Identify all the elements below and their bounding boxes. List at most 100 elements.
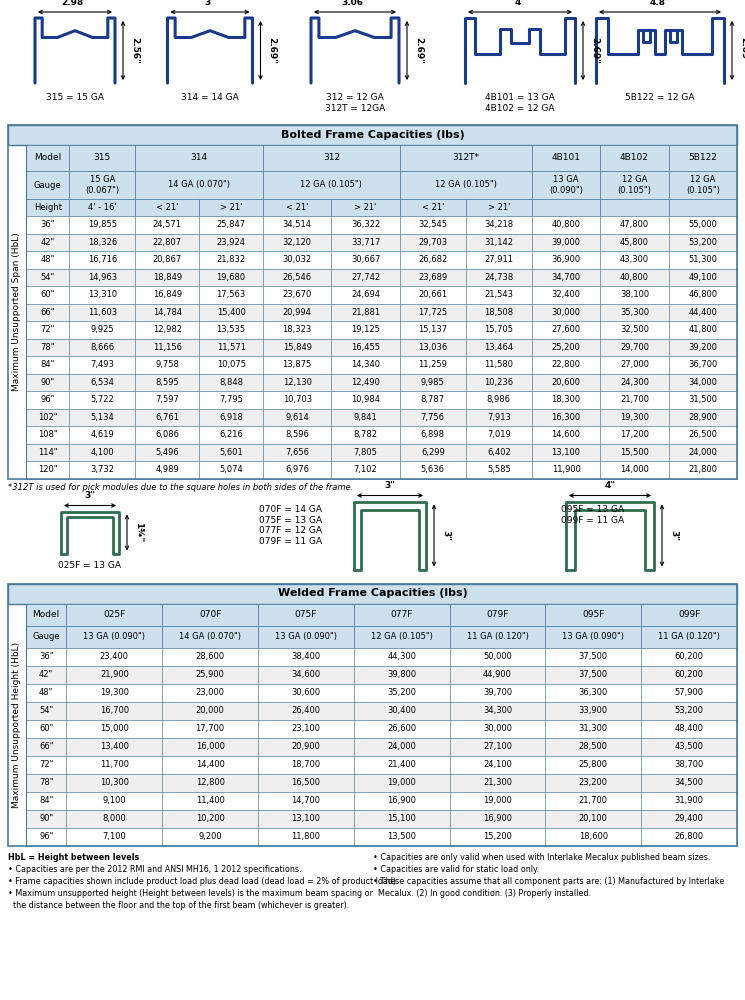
Text: 84": 84" <box>40 360 55 369</box>
Bar <box>545 720 641 738</box>
Text: 13,100: 13,100 <box>551 448 580 457</box>
Text: 34,700: 34,700 <box>551 273 580 282</box>
Bar <box>600 304 668 321</box>
Text: 29,703: 29,703 <box>418 238 447 247</box>
Text: 31,900: 31,900 <box>675 796 703 805</box>
Bar <box>354 810 450 828</box>
Bar <box>545 626 641 648</box>
Text: 14 GA (0.070"): 14 GA (0.070") <box>168 180 230 190</box>
Bar <box>532 199 600 216</box>
Text: 7,756: 7,756 <box>421 413 445 422</box>
Bar <box>199 233 263 251</box>
Text: 27,911: 27,911 <box>484 255 513 264</box>
Bar <box>450 810 545 828</box>
Bar <box>136 321 199 338</box>
Bar <box>332 373 400 391</box>
Text: 15,000: 15,000 <box>100 724 129 733</box>
Text: 21,832: 21,832 <box>217 255 246 264</box>
Text: 10,300: 10,300 <box>100 778 129 787</box>
Text: 7,795: 7,795 <box>219 395 243 404</box>
Bar <box>600 373 668 391</box>
Bar <box>641 684 737 702</box>
Text: 37,500: 37,500 <box>579 670 608 679</box>
Bar <box>545 666 641 684</box>
Text: 44,400: 44,400 <box>688 308 717 317</box>
Text: 11,259: 11,259 <box>419 360 447 369</box>
Text: 077F: 077F <box>390 610 413 619</box>
Bar <box>466 391 532 408</box>
Text: 30,600: 30,600 <box>291 688 320 697</box>
Text: 15,400: 15,400 <box>217 308 246 317</box>
Bar <box>400 286 466 304</box>
Text: 12 GA (0.105"): 12 GA (0.105") <box>300 180 362 190</box>
Text: 9,100: 9,100 <box>103 796 126 805</box>
Bar <box>600 408 668 426</box>
Text: 53,200: 53,200 <box>675 706 703 715</box>
Text: Mecalux. (2) In good condition. (3) Properly installed.: Mecalux. (2) In good condition. (3) Prop… <box>373 888 591 898</box>
Bar <box>199 338 263 356</box>
Text: 15,500: 15,500 <box>620 448 649 457</box>
Bar <box>136 461 199 479</box>
Text: 2.69": 2.69" <box>267 37 276 64</box>
Text: 24,738: 24,738 <box>484 273 513 282</box>
Text: 35,300: 35,300 <box>620 308 649 317</box>
Bar <box>600 426 668 444</box>
Text: 10,703: 10,703 <box>282 395 311 404</box>
Bar <box>668 233 737 251</box>
Text: 34,500: 34,500 <box>675 778 703 787</box>
Bar <box>400 216 466 233</box>
Text: 72": 72" <box>40 325 55 334</box>
Bar <box>532 233 600 251</box>
Text: 7,656: 7,656 <box>285 448 309 457</box>
Bar <box>263 391 332 408</box>
Text: 4,989: 4,989 <box>156 465 179 474</box>
Bar <box>466 251 532 268</box>
Bar <box>136 145 263 171</box>
Bar <box>199 373 263 391</box>
Text: 5,496: 5,496 <box>156 448 179 457</box>
Bar <box>354 666 450 684</box>
Bar <box>600 216 668 233</box>
Bar <box>332 391 400 408</box>
Bar <box>263 408 332 426</box>
Bar <box>400 391 466 408</box>
Text: 070F = 14 GA
075F = 13 GA
077F = 12 GA
079F = 11 GA: 070F = 14 GA 075F = 13 GA 077F = 12 GA 0… <box>259 506 322 546</box>
Text: 312T = 12GA: 312T = 12GA <box>325 104 385 113</box>
Bar <box>263 171 400 199</box>
Text: 108": 108" <box>38 430 57 439</box>
Bar <box>532 216 600 233</box>
Text: 32,500: 32,500 <box>620 325 649 334</box>
Text: 38,400: 38,400 <box>291 652 320 661</box>
Bar <box>641 702 737 720</box>
Bar <box>69 391 136 408</box>
Bar <box>332 408 400 426</box>
Bar <box>354 702 450 720</box>
Text: 28,500: 28,500 <box>579 742 608 751</box>
Bar <box>263 444 332 461</box>
Text: 21,800: 21,800 <box>688 465 717 474</box>
Bar <box>263 216 332 233</box>
Text: 8,782: 8,782 <box>354 430 378 439</box>
Text: 31,142: 31,142 <box>484 238 513 247</box>
Bar <box>26 373 69 391</box>
Text: 19,680: 19,680 <box>217 273 246 282</box>
Bar <box>26 444 69 461</box>
Bar <box>199 408 263 426</box>
Text: 78": 78" <box>39 778 54 787</box>
Bar <box>263 356 332 373</box>
Text: 8,596: 8,596 <box>285 430 309 439</box>
Text: 23,924: 23,924 <box>217 238 246 247</box>
Bar <box>400 233 466 251</box>
Bar <box>136 233 199 251</box>
Bar <box>26 792 66 810</box>
Bar <box>466 408 532 426</box>
Bar <box>26 391 69 408</box>
Text: 34,600: 34,600 <box>291 670 320 679</box>
Text: 32,545: 32,545 <box>418 220 447 229</box>
Text: 12 GA (0.105"): 12 GA (0.105") <box>435 180 497 190</box>
Text: 7,493: 7,493 <box>90 360 114 369</box>
Text: 30,400: 30,400 <box>387 706 416 715</box>
Bar <box>400 171 532 199</box>
Text: 3": 3" <box>84 491 95 500</box>
Text: 42": 42" <box>39 670 54 679</box>
